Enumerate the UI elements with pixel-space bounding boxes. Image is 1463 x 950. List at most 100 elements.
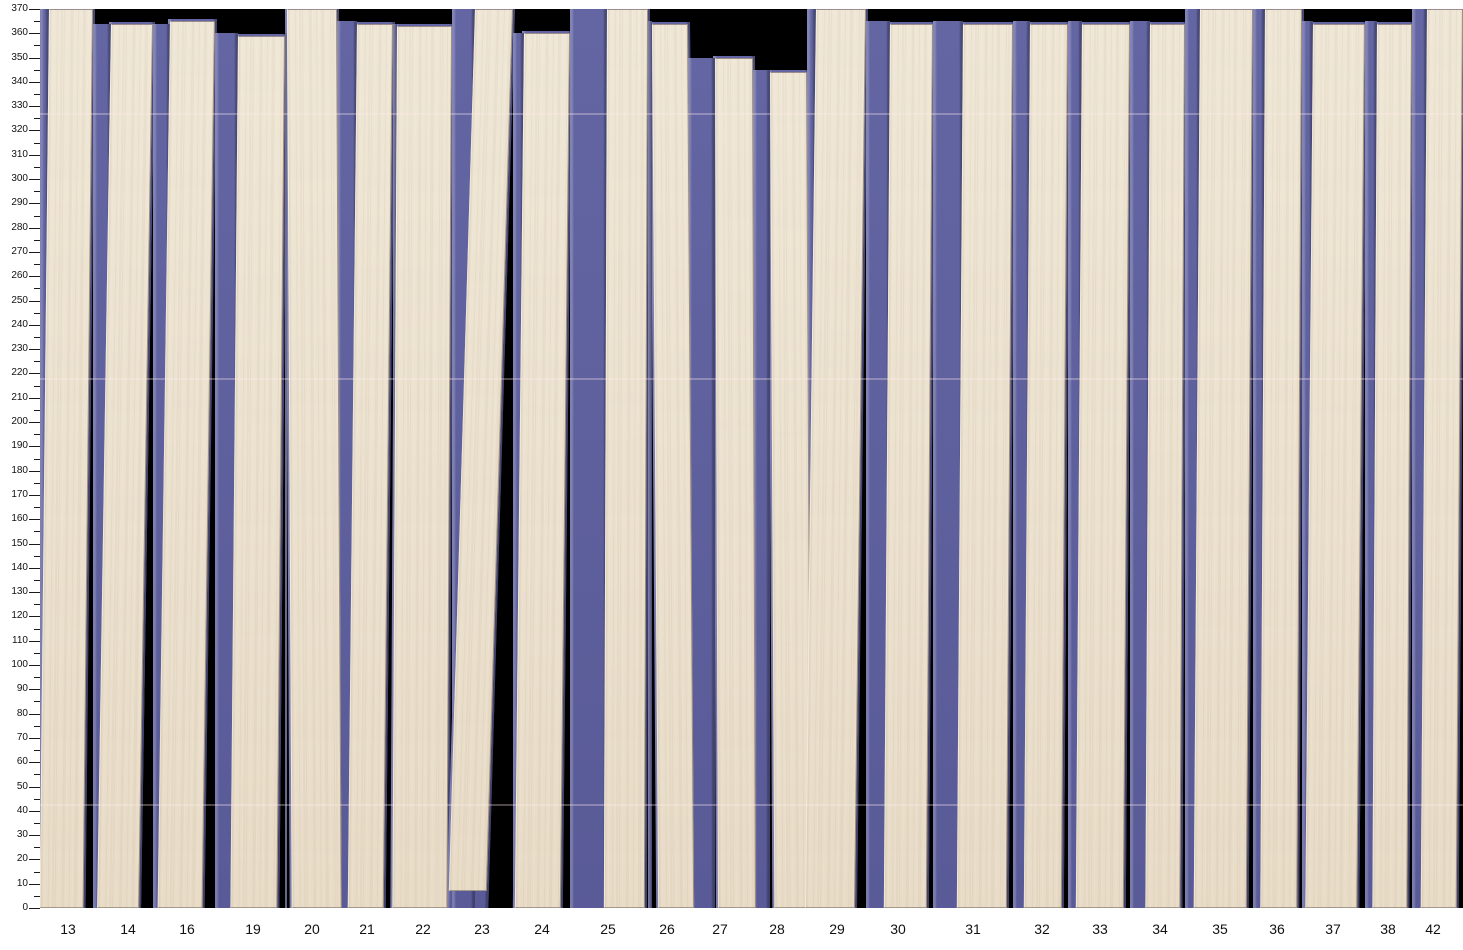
core-sample-38[interactable] [1372,23,1412,908]
y-tick-label: 230 [11,343,28,355]
y-tick-label: 200 [11,416,28,428]
y-major-tick [29,543,40,545]
x-sample-label-29: 29 [829,921,845,937]
y-tick-label: 280 [11,221,28,233]
x-sample-label-16: 16 [179,921,195,937]
y-tick-label: 250 [11,294,28,306]
y-major-tick [29,203,40,205]
core-sample-42[interactable] [1420,9,1463,908]
y-major-tick [29,276,40,278]
y-tick-label: 300 [11,173,28,185]
y-major-tick [29,324,40,326]
y-tick-label: 130 [11,586,28,598]
y-tick-label: 360 [11,27,28,39]
y-tick-label: 10 [16,877,28,889]
y-major-tick [29,300,40,302]
core-sample-32[interactable] [1023,23,1068,908]
core-sample-25[interactable] [603,9,648,908]
core-sample-31[interactable] [956,23,1013,908]
y-major-tick [29,130,40,132]
x-sample-label-23: 23 [474,921,490,937]
mount-board-gap [753,69,770,908]
x-sample-label-21: 21 [359,921,375,937]
y-tick-label: 180 [11,464,28,476]
y-tick-label: 20 [16,853,28,865]
core-scan-plot [40,9,1463,908]
core-sample-37[interactable] [1305,23,1365,908]
y-major-tick [29,446,40,448]
mount-board-gap [570,9,607,908]
core-sample-27[interactable] [715,57,756,908]
core-sample-22[interactable] [392,26,452,908]
y-tick-label: 110 [12,634,28,646]
mount-board-gap [285,33,287,908]
x-sample-label-28: 28 [769,921,785,937]
x-sample-label-24: 24 [534,921,550,937]
y-major-tick [29,616,40,618]
y-major-tick [29,567,40,569]
x-sample-label-31: 31 [965,921,981,937]
y-tick-label: 100 [11,659,28,671]
core-sample-24[interactable] [514,33,570,908]
y-major-tick [29,640,40,642]
x-sample-label-22: 22 [415,921,431,937]
x-sample-label-26: 26 [659,921,675,937]
y-major-tick [29,373,40,375]
mount-board-gap [688,57,715,908]
core-sample-36[interactable] [1260,9,1302,908]
y-tick-label: 290 [11,197,28,209]
y-tick-label: 30 [16,829,28,841]
y-tick-label: 270 [11,245,28,257]
x-sample-label-14: 14 [120,921,136,937]
y-major-tick [29,154,40,156]
x-sample-label-19: 19 [245,921,261,937]
y-tick-label: 170 [11,488,28,500]
y-tick-label: 80 [16,707,28,719]
x-sample-label-25: 25 [600,921,616,937]
y-major-tick [29,81,40,83]
core-sample-28[interactable] [770,72,812,908]
y-tick-label: 140 [11,561,28,573]
y-major-tick [29,422,40,424]
x-sample-label-13: 13 [60,921,76,937]
mount-board-gap [866,21,890,908]
x-sample-label-20: 20 [304,921,320,937]
core-sample-26[interactable] [652,23,695,908]
y-major-tick [29,57,40,59]
y-major-tick [29,251,40,253]
x-sample-label-42: 42 [1425,921,1441,937]
y-major-tick [29,519,40,521]
x-sample-label-32: 32 [1034,921,1050,937]
y-major-tick [29,859,40,861]
y-major-tick [29,397,40,399]
mount-board-gap [648,21,652,908]
y-major-tick [29,810,40,812]
x-sample-label-34: 34 [1152,921,1168,937]
y-major-tick [29,33,40,35]
core-sample-19[interactable] [230,35,285,908]
y-tick-label: 350 [11,51,28,63]
core-sample-35[interactable] [1193,9,1253,908]
y-major-tick [29,762,40,764]
core-sample-20[interactable] [287,9,342,908]
y-major-tick [29,713,40,715]
y-major-tick [29,179,40,181]
mount-board-gap [1130,21,1150,908]
core-sample-34[interactable] [1145,23,1185,908]
y-tick-label: 160 [11,513,28,525]
x-sample-label-27: 27 [712,921,728,937]
y-major-tick [29,106,40,108]
y-tick-label: 60 [16,756,28,768]
y-major-tick [29,689,40,691]
y-tick-label: 330 [11,100,28,112]
y-tick-label: 70 [16,731,28,743]
y-tick-label: 40 [16,804,28,816]
core-sample-33[interactable] [1075,23,1130,908]
x-sample-label-36: 36 [1269,921,1285,937]
core-sample-30[interactable] [883,23,933,908]
y-tick-label: 0 [22,902,28,913]
y-tick-label: 340 [11,75,28,87]
y-tick-label: 310 [11,148,28,160]
y-tick-label: 220 [11,367,28,379]
y-tick-label: 210 [11,391,28,403]
